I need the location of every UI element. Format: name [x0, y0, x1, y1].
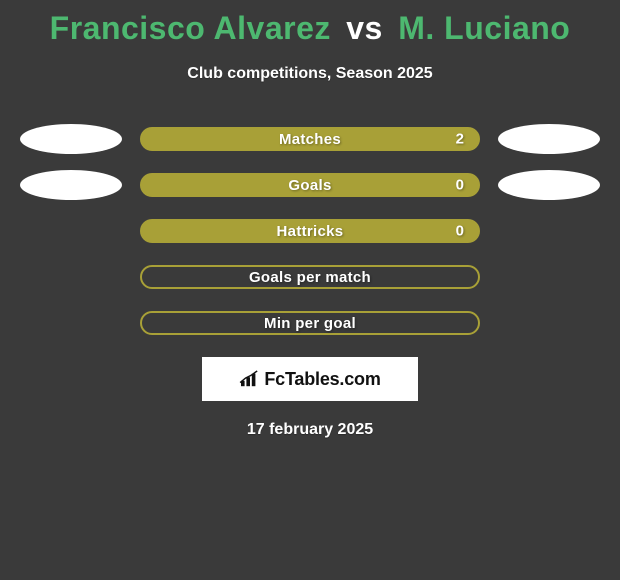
stat-bar: Matches 2 [140, 127, 480, 151]
stat-bar: Hattricks 0 [140, 219, 480, 243]
bar-chart-icon [239, 370, 261, 388]
logo-text: FcTables.com [264, 369, 380, 390]
player2-name: M. Luciano [398, 10, 570, 46]
player2-badge [498, 170, 600, 200]
stat-value: 0 [456, 223, 464, 240]
stat-value: 0 [456, 177, 464, 194]
stat-label: Min per goal [264, 315, 356, 332]
stat-row: Goals per match [0, 265, 620, 289]
stat-row: Hattricks 0 [0, 219, 620, 243]
logo: FcTables.com [239, 369, 380, 390]
stat-bar: Min per goal [140, 311, 480, 335]
stat-bar: Goals 0 [140, 173, 480, 197]
logo-box: FcTables.com [202, 357, 418, 401]
stats-container: Matches 2 Goals 0 Hattricks 0 Goals per match M… [0, 127, 620, 335]
date-line: 17 february 2025 [0, 421, 620, 439]
stat-value: 2 [456, 131, 464, 148]
player1-badge [20, 170, 122, 200]
stat-bar: Goals per match [140, 265, 480, 289]
stat-label: Hattricks [277, 223, 344, 240]
stat-label: Goals [288, 177, 331, 194]
player1-badge [20, 124, 122, 154]
stat-row: Goals 0 [0, 173, 620, 197]
player2-badge [498, 124, 600, 154]
player1-name: Francisco Alvarez [50, 10, 331, 46]
subtitle: Club competitions, Season 2025 [0, 65, 620, 83]
stat-label: Matches [279, 131, 341, 148]
comparison-title: Francisco Alvarez vs M. Luciano [0, 0, 620, 47]
vs-separator: vs [346, 10, 383, 46]
stat-row: Min per goal [0, 311, 620, 335]
stat-label: Goals per match [249, 269, 371, 286]
stat-row: Matches 2 [0, 127, 620, 151]
